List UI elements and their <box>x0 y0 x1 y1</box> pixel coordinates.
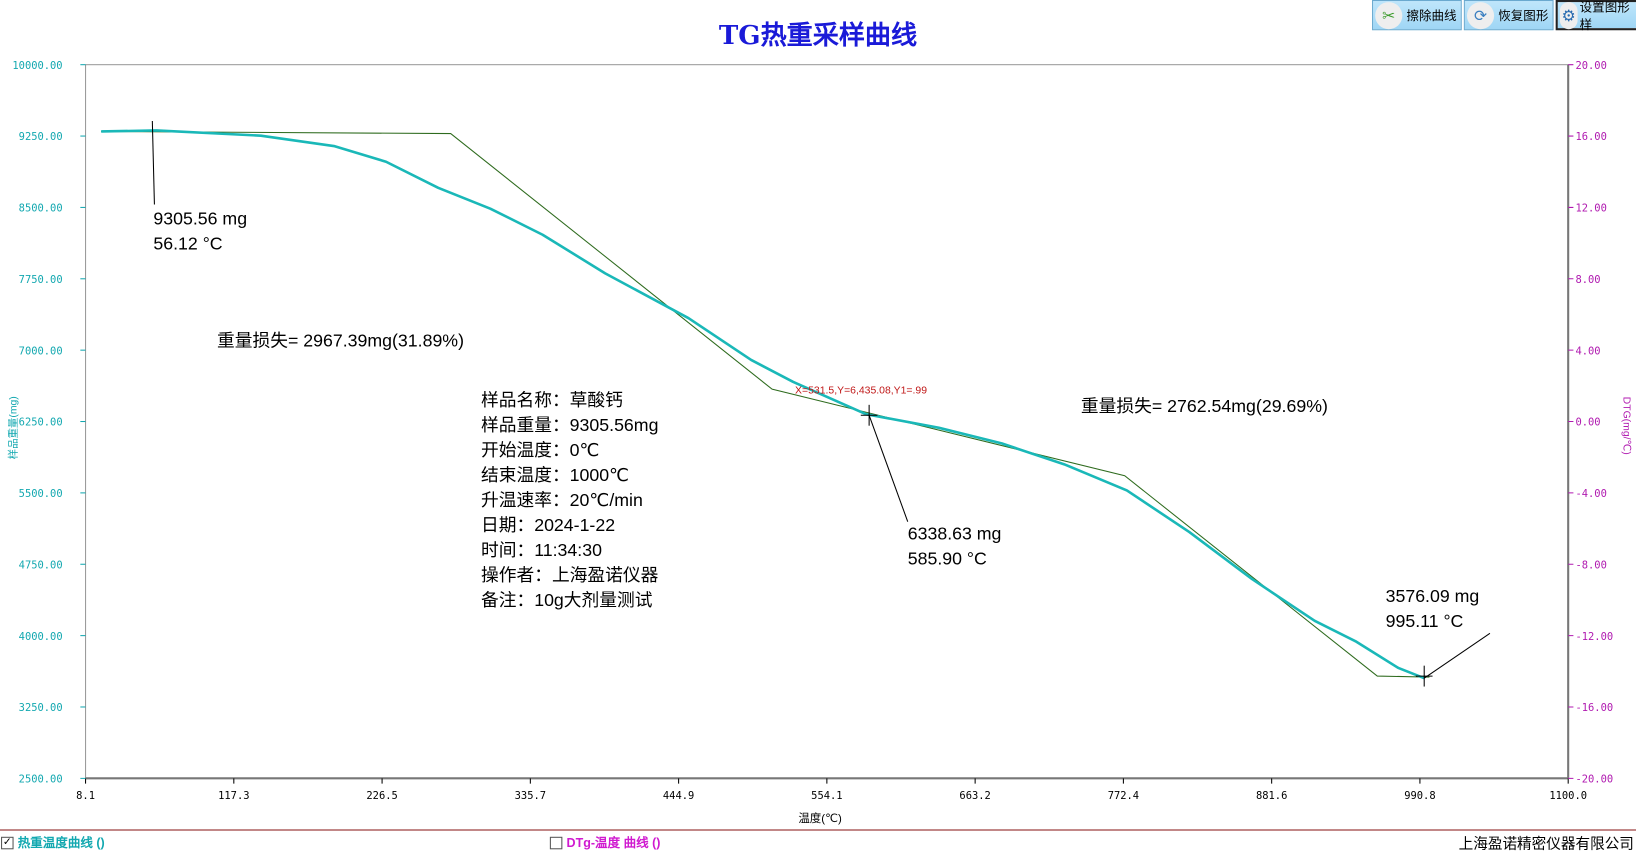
x-tick-label: 1100.0 <box>1549 790 1587 802</box>
company-name: 上海盈诺精密仪器有限公司 <box>1458 834 1634 852</box>
y2-tick-label: -20.00 <box>1575 774 1613 786</box>
settings-label: 设置图形样 <box>1579 0 1630 32</box>
gear-icon: ⚙ <box>1559 1 1578 29</box>
divider <box>0 829 1636 831</box>
x-tick-label: 8.1 <box>76 790 95 802</box>
point2-annotation: 6338.63 mg 585.90 °C <box>908 522 1002 572</box>
dtg-checkbox[interactable] <box>549 836 563 849</box>
weight-loss-2: 重量损失= 2762.54mg(29.69%) <box>1080 396 1328 417</box>
restore-graph-button[interactable]: ⟳ 恢复图形 <box>1463 0 1554 31</box>
info-operator: 操作者：上海盈诺仪器 <box>480 565 659 586</box>
restore-graph-label: 恢复图形 <box>1498 8 1549 23</box>
x-tick-label: 772.4 <box>1108 790 1139 802</box>
info-end-temp: 结束温度：1000℃ <box>480 465 630 486</box>
point1-leader <box>151 121 155 205</box>
point2-mass: 6338.63 mg <box>907 523 1002 544</box>
plot-frame <box>85 64 1569 779</box>
x-tick-label: 663.2 <box>959 790 990 802</box>
point1-annotation: 9305.56 mg 56.12 °C <box>153 207 247 257</box>
x-tick-label: 335.7 <box>515 790 546 802</box>
y-tick-label: 8500.00 <box>19 203 63 215</box>
scissors-icon: ✂ <box>1375 1 1403 29</box>
y-tick-label: 9250.00 <box>19 131 63 143</box>
point2-temp: 585.90 °C <box>907 548 987 569</box>
y-tick-label: 7750.00 <box>19 274 63 286</box>
y-tick-label: 4000.00 <box>19 631 63 643</box>
legend-tg-label: 热重温度曲线 () <box>17 835 105 851</box>
y-tick-label: 6250.00 <box>19 417 63 429</box>
x-tick-label: 881.6 <box>1256 790 1287 802</box>
y-tick-label: 4750.00 <box>19 559 63 571</box>
y2-tick-label: 20.00 <box>1575 60 1606 72</box>
info-date: 日期：2024-1-22 <box>480 515 616 536</box>
y-tick-label: 5500.00 <box>19 488 63 500</box>
point3-mass: 3576.09 mg <box>1385 586 1480 607</box>
point1-mass: 9305.56 mg <box>153 208 248 229</box>
legend-dtg-label: DTg-温度 曲线 () <box>566 835 661 851</box>
settings-button[interactable]: ⚙ 设置图形样 <box>1555 0 1636 32</box>
info-sample-name: 样品名称：草酸钙 <box>480 390 623 411</box>
tangent-line <box>101 130 1430 678</box>
y2-tick-label: 4.00 <box>1575 345 1600 357</box>
cursor-readout: X=531.5,Y=6,435.08,Y1=.99 <box>795 385 928 397</box>
x-tick-label: 444.9 <box>663 790 694 802</box>
info-sample-weight: 样品重量：9305.56mg <box>480 415 659 436</box>
erase-curve-button[interactable]: ✂ 擦除曲线 <box>1372 0 1462 31</box>
info-time: 时间：11:34:30 <box>480 540 602 561</box>
y-tick-label: 2500.00 <box>19 774 63 786</box>
legend-tg[interactable]: ✓ 热重温度曲线 () <box>1 834 105 852</box>
chart-title: TG热重采样曲线 <box>718 19 918 51</box>
x-tick-label: 554.1 <box>811 790 842 802</box>
y-tick-label: 3250.00 <box>19 702 63 714</box>
point3-annotation: 3576.09 mg 995.11 °C <box>1386 584 1480 634</box>
y-tick-label: 7000.00 <box>19 345 63 357</box>
tg-curve <box>101 129 1425 680</box>
y2-tick-label: 0.00 <box>1575 417 1600 429</box>
y2-axis-label: DTG(mg/℃) <box>1620 397 1631 455</box>
x-axis-label: 温度(℃) <box>798 811 842 825</box>
point1-temp: 56.12 °C <box>153 233 223 254</box>
erase-curve-label: 擦除曲线 <box>1406 8 1457 23</box>
y-tick-label: 10000.00 <box>12 60 62 72</box>
point2-leader <box>868 415 909 522</box>
y-axis-label: 样品重量(mg) <box>7 396 20 459</box>
info-heating-rate: 升温速率：20℃/min <box>480 490 643 511</box>
info-start-temp: 开始温度：0℃ <box>480 440 600 461</box>
point3-leader <box>1423 632 1491 679</box>
y2-tick-label: -8.00 <box>1575 559 1606 571</box>
x-tick-label: 990.8 <box>1404 790 1435 802</box>
y2-tick-label: 12.00 <box>1575 203 1606 215</box>
tg-checkbox[interactable]: ✓ <box>1 836 14 849</box>
refresh-icon: ⟳ <box>1466 1 1495 29</box>
y2-tick-label: 16.00 <box>1575 131 1606 143</box>
sample-info: 样品名称：草酸钙 样品重量：9305.56mg 开始温度：0℃ 结束温度：100… <box>481 388 658 613</box>
point3-temp: 995.11 °C <box>1385 611 1464 632</box>
y2-tick-label: -16.00 <box>1575 702 1613 714</box>
y2-tick-label: -4.00 <box>1575 488 1606 500</box>
x-tick-label: 117.3 <box>218 790 249 802</box>
y2-tick-label: -12.00 <box>1575 631 1613 643</box>
info-note: 备注：10g大剂量测试 <box>480 590 653 611</box>
legend-dtg[interactable]: DTg-温度 曲线 () <box>549 834 661 852</box>
y2-tick-label: 8.00 <box>1575 274 1600 286</box>
weight-loss-1: 重量损失= 2967.39mg(31.89%) <box>217 330 464 351</box>
x-tick-label: 226.5 <box>366 790 397 802</box>
